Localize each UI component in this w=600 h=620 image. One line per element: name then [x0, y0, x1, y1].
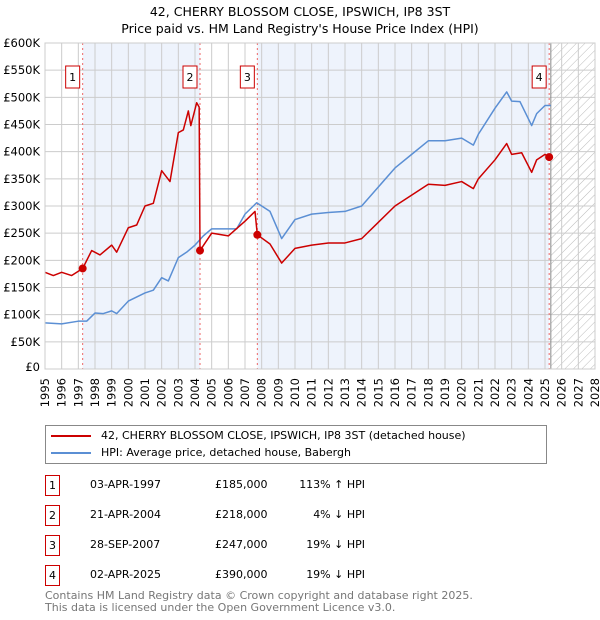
sale-label-box [65, 65, 81, 89]
x-tick-label: 2024 [521, 378, 535, 407]
sale-date: 28-SEP-2007 [90, 538, 161, 551]
legend-swatch-red [51, 435, 91, 437]
sale-number-badge: 4 [45, 565, 60, 586]
sale-label-box [239, 65, 255, 89]
sale-label-box [531, 65, 547, 89]
x-tick-label: 2005 [205, 378, 219, 407]
y-tick-label: £600K [3, 36, 40, 50]
legend-item-hpi: HPI: Average price, detached house, Babe… [51, 446, 351, 460]
y-tick-label: £100K [3, 308, 40, 322]
y-tick-label: £250K [3, 226, 40, 240]
sale-hpi-diff: 19% ↓ HPI [306, 568, 365, 581]
y-tick-label: £550K [3, 63, 40, 77]
y-tick-label: £150K [3, 281, 40, 295]
chart-title: 42, CHERRY BLOSSOM CLOSE, IPSWICH, IP8 3… [0, 3, 600, 37]
sale-label: 3 [244, 71, 251, 84]
footer: Contains HM Land Registry data © Crown c… [45, 590, 473, 614]
subtitle: Price paid vs. HM Land Registry's House … [121, 21, 479, 36]
x-tick-label: 2013 [338, 378, 352, 407]
x-tick-label: 2017 [405, 378, 419, 407]
x-tick-label: 2025 [538, 378, 552, 407]
x-tick-label: 2009 [271, 378, 285, 407]
footer-line-2: This data is licensed under the Open Gov… [45, 601, 396, 614]
sale-date: 02-APR-2025 [90, 568, 162, 581]
sale-hpi-diff: 19% ↓ HPI [306, 538, 365, 551]
x-tick-label: 2002 [155, 378, 169, 407]
sale-price: £390,000 [215, 568, 268, 581]
x-tick-label: 2027 [571, 378, 585, 407]
x-tick-label: 1997 [71, 378, 85, 407]
x-tick-label: 2014 [355, 378, 369, 407]
x-tick-label: 2022 [488, 378, 502, 407]
table-row: 3 28-SEP-2007 £247,000 19% ↓ HPI [45, 535, 445, 556]
y-tick-label: £300K [3, 199, 40, 213]
sale-label-box [182, 65, 198, 89]
x-tick-label: 1996 [55, 378, 69, 407]
legend-label: HPI: Average price, detached house, Babe… [101, 446, 351, 459]
legend-item-property: 42, CHERRY BLOSSOM CLOSE, IPSWICH, IP8 3… [51, 429, 466, 443]
x-tick-label: 2000 [121, 378, 135, 407]
table-row: 4 02-APR-2025 £390,000 19% ↓ HPI [45, 565, 445, 586]
sale-label: 1 [69, 71, 76, 84]
sale-price: £218,000 [215, 508, 268, 521]
x-tick-label: 2018 [421, 378, 435, 407]
sale-number-badge: 3 [45, 535, 60, 556]
sale-hpi-diff: 4% ↓ HPI [313, 508, 365, 521]
x-tick-label: 2019 [438, 378, 452, 407]
sale-point [196, 246, 204, 255]
plot-border [44, 42, 596, 370]
x-tick-label: 2008 [255, 378, 269, 407]
legend-label: 42, CHERRY BLOSSOM CLOSE, IPSWICH, IP8 3… [101, 429, 466, 442]
sale-number-badge: 1 [45, 475, 60, 496]
sale-point [545, 153, 554, 162]
x-tick-label: 2016 [388, 378, 402, 407]
x-tick-label: 2011 [305, 378, 319, 407]
chart: 1995 1996 1997 1998 1999 2000 2001 2002 2003 2004… [3, 36, 600, 407]
table-row: 2 21-APR-2004 £218,000 4% ↓ HPI [45, 505, 445, 526]
x-tick-label: 2023 [505, 378, 519, 407]
table-row: 1 03-APR-1997 £185,000 113% ↑ HPI [45, 475, 445, 496]
hpi-line [44, 91, 551, 325]
sale-point [253, 230, 262, 239]
x-tick-label: 2015 [371, 378, 385, 407]
footer-line-1: Contains HM Land Registry data © Crown c… [45, 589, 473, 602]
y-tick-label: £450K [3, 118, 40, 132]
sale-label: 2 [187, 71, 194, 84]
x-tick-label: 2028 [588, 378, 600, 407]
legend: 42, CHERRY BLOSSOM CLOSE, IPSWICH, IP8 3… [45, 425, 547, 464]
sale-date: 03-APR-1997 [90, 478, 162, 491]
legend-swatch-blue [51, 452, 91, 454]
y-tick-label: £50K [11, 335, 41, 349]
x-tick-label: 2012 [321, 378, 335, 407]
y-tick-label: £400K [3, 145, 40, 159]
x-tick-label: 2021 [471, 378, 485, 407]
sale-price: £185,000 [215, 478, 268, 491]
sale-point [78, 264, 87, 273]
x-tick-label: 1999 [105, 378, 119, 407]
sale-price: £247,000 [215, 538, 268, 551]
y-tick-label: £0 [25, 360, 40, 374]
y-tick-label: £500K [3, 90, 40, 104]
price-paid-line [44, 102, 551, 277]
x-tick-label: 2006 [221, 378, 235, 407]
x-tick-label: 2010 [288, 378, 302, 407]
x-tick-label: 2007 [238, 378, 252, 407]
x-tick-label: 2001 [138, 378, 152, 407]
x-tick-label: 2004 [188, 378, 202, 407]
x-tick-label: 2003 [171, 378, 185, 407]
y-tick-label: £200K [3, 253, 40, 267]
title: 42, CHERRY BLOSSOM CLOSE, IPSWICH, IP8 3… [149, 4, 451, 19]
sale-number-badge: 2 [45, 505, 60, 526]
x-tick-label: 2020 [455, 378, 469, 407]
sale-date: 21-APR-2004 [90, 508, 162, 521]
x-tick-label: 2026 [555, 378, 569, 407]
sale-hpi-diff: 113% ↑ HPI [299, 478, 365, 491]
x-tick-label: 1995 [38, 378, 52, 407]
y-tick-label: £350K [3, 172, 40, 186]
x-tick-label: 1998 [88, 378, 102, 407]
sale-label: 4 [536, 71, 543, 84]
